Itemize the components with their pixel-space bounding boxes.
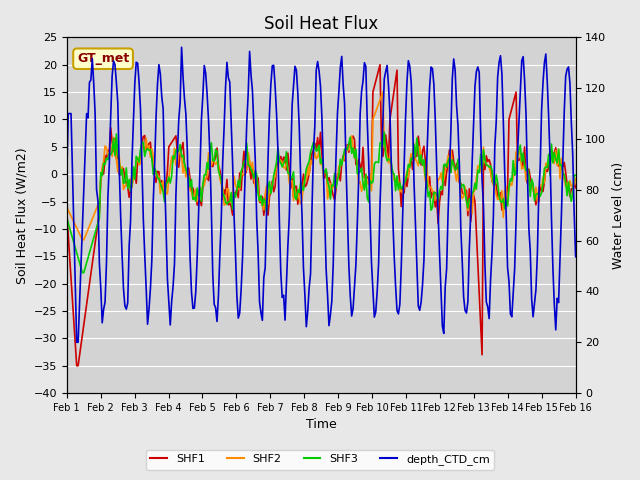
SHF1 [73,363,81,369]
Line: depth_CTD_cm: depth_CTD_cm [67,48,575,342]
SHF2 [79,237,86,243]
SHF3 [63,215,70,221]
SHF1 [233,186,241,192]
SHF3 [79,270,86,276]
depth_CTD_cm [234,315,242,321]
SHF1 [572,185,579,191]
SHF3 [287,177,294,183]
depth_CTD_cm [572,254,579,260]
SHF1 [127,187,134,193]
SHF1 [216,167,224,173]
SHF3 [572,172,579,178]
SHF1 [63,210,70,216]
SHF1 [241,171,249,177]
SHF2 [572,176,579,181]
SHF1 [376,62,384,68]
SHF3 [241,157,249,163]
depth_CTD_cm [127,218,134,224]
SHF2 [216,176,224,181]
SHF1 [547,151,554,157]
SHF3 [233,188,241,194]
SHF1 [287,186,294,192]
Legend: SHF1, SHF2, SHF3, depth_CTD_cm: SHF1, SHF2, SHF3, depth_CTD_cm [146,450,494,469]
SHF3 [380,129,388,135]
depth_CTD_cm [63,174,70,180]
X-axis label: Time: Time [306,419,337,432]
depth_CTD_cm [547,156,554,162]
SHF2 [241,166,249,171]
Line: SHF1: SHF1 [67,65,575,366]
Y-axis label: Water Level (cm): Water Level (cm) [612,162,625,269]
Line: SHF2: SHF2 [67,92,575,240]
SHF2 [547,147,554,153]
SHF2 [63,204,70,210]
SHF3 [216,172,224,178]
SHF2 [379,89,387,95]
Title: Soil Heat Flux: Soil Heat Flux [264,15,378,33]
depth_CTD_cm [178,45,186,50]
SHF2 [287,178,294,184]
SHF3 [127,189,134,194]
SHF3 [547,173,554,179]
depth_CTD_cm [288,102,296,108]
depth_CTD_cm [73,339,81,345]
depth_CTD_cm [218,217,225,223]
Y-axis label: Soil Heat Flux (W/m2): Soil Heat Flux (W/m2) [15,147,28,284]
Line: SHF3: SHF3 [67,132,575,273]
depth_CTD_cm [243,120,251,125]
SHF2 [233,186,241,192]
Text: GT_met: GT_met [77,52,129,65]
SHF2 [127,176,134,182]
